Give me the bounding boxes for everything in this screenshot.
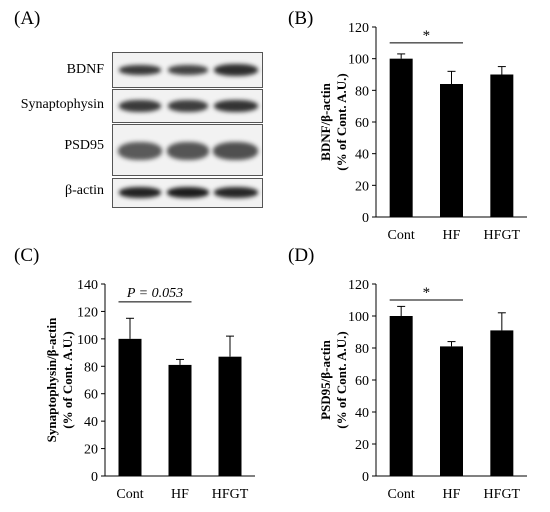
y-tick-label: 60 [355,116,369,131]
y-axis-label-line: (% of Cont. A.U.) [334,331,349,429]
x-tick-label: Cont [388,487,415,502]
bar [389,58,413,217]
x-tick-label: HF [443,487,461,502]
y-tick-label: 120 [77,305,98,320]
bar [168,364,192,476]
blot-band [119,187,161,198]
y-tick-label: 80 [355,342,369,357]
significance-label: P = 0.053 [126,286,183,301]
y-tick-label: 100 [348,53,369,68]
y-tick-label: 20 [355,438,369,453]
bar [490,330,514,476]
blot-band [214,187,258,198]
y-tick-label: 120 [348,278,369,293]
y-axis-label: Synaptophysin/β-actin(% of Cont. A.U.) [44,317,75,442]
blot-band [213,142,258,160]
y-axis-label-line: Synaptophysin/β-actin [44,317,59,442]
blot-strip-beta-actin [112,178,263,208]
bar [389,316,413,476]
y-tick-label: 60 [355,374,369,389]
y-axis-label-line: BDNF/β-actin [318,82,333,160]
y-axis-label-line: (% of Cont. A.U.) [60,331,75,429]
blot-label-psd95: PSD95 [64,138,104,153]
blot-strip-synaptophysin [112,89,263,123]
significance-label: * [423,28,431,44]
y-tick-label: 40 [355,148,369,163]
x-tick-label: HF [443,228,461,243]
blot-label-bdnf: BDNF [66,62,104,77]
blot-strip-psd95 [112,124,263,176]
y-axis-label: BDNF/β-actin(% of Cont. A.U.) [318,73,349,171]
y-tick-label: 0 [362,211,369,226]
x-tick-label: HFGT [484,228,521,243]
panel-label-b: (B) [288,8,314,29]
bar [440,84,463,217]
y-tick-label: 100 [77,333,98,348]
blot-label-beta-actin: β-actin [65,183,104,198]
y-tick-label: 20 [355,179,369,194]
blot-strip-bdnf [112,52,263,88]
y-axis-label-line: PSD95/β-actin [318,339,333,420]
blot-band [167,187,209,198]
y-axis-label-line: (% of Cont. A.U.) [334,73,349,171]
blot-band [119,100,161,112]
y-tick-label: 80 [84,360,98,375]
y-tick-label: 80 [355,84,369,99]
bar [218,356,242,476]
y-tick-label: 100 [348,310,369,325]
y-tick-label: 20 [84,443,98,458]
blot-band [214,64,258,76]
y-tick-label: 60 [84,388,98,403]
panel-label-c: (C) [14,245,40,266]
blot-band [168,65,208,75]
bar [118,338,142,476]
x-tick-label: Cont [388,228,415,243]
y-tick-label: 120 [348,21,369,36]
x-tick-label: HF [171,487,189,502]
panel-label-d: (D) [288,245,315,266]
y-tick-label: 140 [77,278,98,293]
bar [490,74,514,217]
panel-label-a: (A) [14,8,41,29]
blot-band [168,100,208,112]
y-axis-label: PSD95/β-actin(% of Cont. A.U.) [318,331,349,429]
blot-label-synaptophysin: Synaptophysin [20,97,104,112]
y-tick-label: 0 [362,470,369,485]
blot-band [119,65,161,75]
y-tick-label: 40 [84,415,98,430]
x-tick-label: HFGT [212,487,249,502]
x-tick-label: HFGT [484,487,521,502]
y-tick-label: 0 [91,470,98,485]
blot-band [118,142,162,160]
significance-label: * [423,285,431,301]
blot-band [214,100,258,112]
x-tick-label: Cont [116,487,143,502]
blot-band [167,142,209,160]
y-tick-label: 40 [355,406,369,421]
bar [440,346,463,476]
